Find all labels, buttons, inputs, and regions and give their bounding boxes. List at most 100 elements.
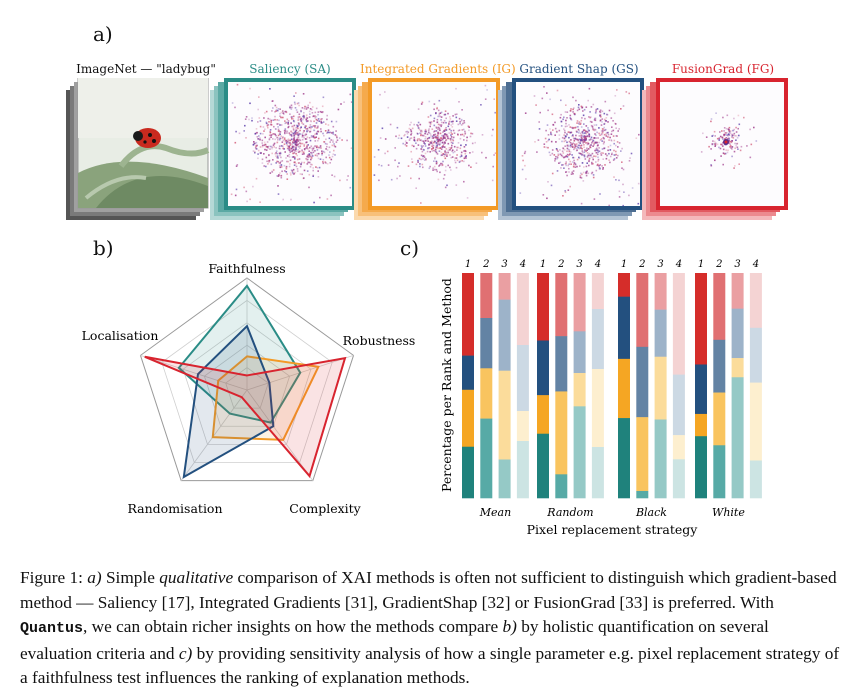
ladybug-image-stack bbox=[66, 77, 216, 220]
heatmap-pixel bbox=[613, 176, 615, 178]
heatmap-pixel bbox=[235, 188, 238, 191]
heatmap-pixel bbox=[731, 133, 734, 136]
heatmap-pixel bbox=[290, 135, 293, 138]
heatmap-pixel bbox=[583, 146, 585, 149]
heatmap-pixel bbox=[566, 153, 569, 156]
heatmap-pixel bbox=[454, 157, 457, 159]
heatmap-pixel bbox=[278, 175, 281, 177]
rank-label: 3 bbox=[576, 259, 582, 270]
heatmap-pixel bbox=[609, 149, 612, 151]
heatmap-pixel bbox=[575, 138, 578, 140]
heatmap-pixel bbox=[568, 154, 570, 156]
heatmap-pixel bbox=[287, 148, 290, 151]
heatmap-pixel bbox=[268, 121, 270, 123]
heatmap-pixel bbox=[347, 175, 349, 177]
heatmap-pixel bbox=[275, 152, 277, 154]
heatmap-pixel bbox=[590, 172, 593, 175]
radar-grid-ring bbox=[203, 344, 291, 427]
heatmap-pixel bbox=[594, 149, 596, 152]
heatmap-pixel bbox=[723, 130, 725, 132]
heatmap-pixel bbox=[600, 124, 603, 126]
heatmap-pixel bbox=[617, 130, 619, 132]
heatmap-pixel bbox=[463, 160, 465, 163]
heatmap-pixel bbox=[591, 126, 594, 128]
heatmap-pixel bbox=[578, 135, 581, 137]
heatmap-pixel bbox=[562, 147, 565, 150]
heatmap-pixel bbox=[276, 141, 278, 144]
heatmap-pixel bbox=[397, 165, 399, 168]
heatmap-pixel bbox=[413, 145, 415, 148]
heatmap-pixel bbox=[271, 152, 273, 155]
heatmap-pixel bbox=[436, 107, 438, 110]
heatmap-pixel bbox=[322, 161, 324, 163]
heatmap-pixel bbox=[608, 109, 611, 112]
heatmap-pixel bbox=[432, 144, 435, 147]
heatmap-pixel bbox=[461, 109, 463, 111]
heatmap-pixel bbox=[615, 135, 618, 137]
heatmap-pixel bbox=[464, 130, 466, 133]
heatmap-pixel bbox=[566, 144, 568, 147]
heatmap-pixel bbox=[260, 152, 262, 154]
heatmap-pixel bbox=[562, 118, 564, 121]
heatmap-pixel bbox=[308, 154, 310, 157]
heatmap-pixel bbox=[286, 140, 289, 143]
heatmap-pixel bbox=[280, 116, 282, 119]
heatmap-pixel bbox=[604, 128, 607, 131]
heatmap-pixel bbox=[710, 164, 712, 166]
heatmap-pixel bbox=[265, 149, 268, 151]
heatmap-pixel bbox=[254, 133, 257, 135]
heatmap-pixel bbox=[578, 142, 581, 144]
heatmap-pixel bbox=[450, 131, 452, 134]
heatmap-pixel bbox=[584, 137, 586, 139]
heatmap-pixel bbox=[297, 162, 300, 164]
heatmap-pixel bbox=[568, 163, 570, 165]
heatmap-pixel bbox=[423, 159, 426, 161]
heatmap-pixel bbox=[333, 145, 336, 147]
heatmap-pixel bbox=[429, 123, 432, 125]
heatmap-pixel bbox=[604, 122, 606, 125]
heatmap-pixel bbox=[563, 116, 565, 119]
heatmap-pixel bbox=[606, 113, 608, 116]
heatmap-pixel bbox=[568, 145, 570, 148]
heatmap-pixel bbox=[603, 112, 606, 115]
heatmap-pixel bbox=[460, 118, 463, 121]
heatmap-pixel bbox=[314, 145, 316, 147]
axis-label-localisation: Localisation bbox=[82, 328, 159, 343]
heatmap-pixel bbox=[442, 131, 444, 133]
heatmap-pixel bbox=[295, 129, 298, 132]
heatmap-pixel bbox=[731, 148, 733, 150]
heatmap-pixel bbox=[255, 148, 258, 150]
heatmap-pixel bbox=[261, 142, 263, 144]
heatmap-pixel bbox=[484, 84, 487, 87]
heatmap-pixel bbox=[249, 198, 251, 201]
heatmap-pixel bbox=[448, 120, 451, 123]
heatmap-pixel bbox=[426, 133, 429, 136]
heatmap-pixel bbox=[564, 190, 566, 192]
heatmap-pixel bbox=[435, 151, 438, 154]
heatmap-pixel bbox=[584, 149, 586, 151]
heatmap-pixel bbox=[585, 125, 588, 127]
heatmap-pixel bbox=[403, 134, 405, 137]
heatmap-pixel bbox=[321, 118, 323, 120]
heatmap-pixel bbox=[613, 158, 616, 160]
heatmap-pixel bbox=[300, 126, 302, 128]
heatmap-pixel bbox=[277, 134, 280, 137]
heatmap-pixel bbox=[430, 142, 433, 144]
heatmap-pixel bbox=[581, 173, 583, 176]
heatmap-pixel bbox=[300, 109, 302, 112]
heatmap-pixel bbox=[255, 145, 257, 147]
heatmap-pixel bbox=[630, 152, 633, 155]
heatmap-pixel bbox=[716, 137, 719, 140]
heatmap-pixel bbox=[292, 120, 295, 122]
heatmap-pixel bbox=[266, 146, 269, 148]
heatmap-pixel bbox=[736, 143, 738, 145]
heatmap-pixel bbox=[384, 91, 386, 93]
heatmap-pixel bbox=[408, 139, 411, 141]
heatmap-pixel bbox=[319, 196, 321, 199]
heatmap-pixel bbox=[597, 137, 599, 139]
heatmap-pixel bbox=[583, 166, 585, 168]
heatmap-pixel bbox=[601, 110, 604, 113]
heatmap-pixel bbox=[438, 150, 441, 152]
heatmap-pixel bbox=[554, 121, 556, 124]
heatmap-pixel bbox=[304, 138, 307, 140]
